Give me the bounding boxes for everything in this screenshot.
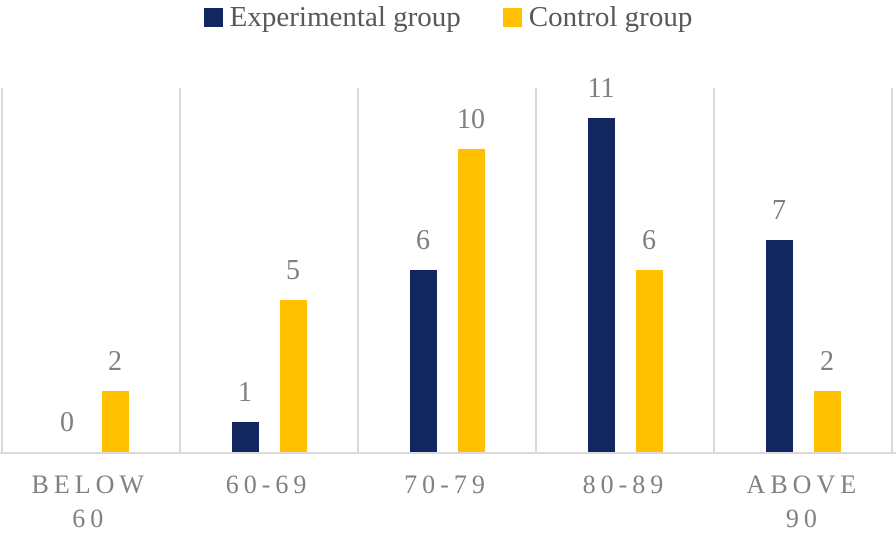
bar-group: 7 xyxy=(765,194,793,452)
bar-control-group-below-60 xyxy=(101,391,129,452)
bar-experimental-group-above-90 xyxy=(765,239,793,452)
data-label: 11 xyxy=(587,73,615,105)
bar-experimental-group-80-89 xyxy=(587,118,615,452)
data-label: 5 xyxy=(286,255,300,287)
bar-control-group-60-69 xyxy=(279,300,307,452)
x-axis-label-text: 80-89 xyxy=(582,470,669,499)
x-axis-label-text: ABOVE 90 xyxy=(746,470,862,534)
bar-group: 6 xyxy=(635,225,663,452)
x-axis-line xyxy=(0,452,896,454)
bar-group: 6 xyxy=(409,225,437,452)
x-axis-label-text: 60-69 xyxy=(225,470,312,499)
chart-legend: Experimental group Control group xyxy=(0,1,896,34)
x-axis-label-text: 70-79 xyxy=(404,470,490,499)
legend-label: Control group xyxy=(528,1,693,33)
bar-control-group-80-89 xyxy=(635,270,663,452)
legend-item-control-group: Control group xyxy=(502,1,693,34)
x-axis-label-text: BELOW 60 xyxy=(31,470,149,534)
plot-area: 0 2 1 5 6 10 11 6 7 2 xyxy=(1,75,893,452)
bar-group: 11 xyxy=(587,73,615,452)
legend-label: Experimental group xyxy=(229,1,461,33)
category-cell-80-89: 11 6 xyxy=(535,75,713,452)
legend-item-experimental-group: Experimental group xyxy=(203,1,461,34)
legend-swatch-icon xyxy=(502,8,522,28)
x-axis-label-60-69: 60-69 xyxy=(179,456,357,545)
data-label: 2 xyxy=(108,346,122,378)
bar-experimental-group-70-79 xyxy=(409,270,437,452)
x-axis-labels: BELOW 60 60-69 70-79 80-89 ABOVE 90 xyxy=(1,456,893,545)
data-label: 2 xyxy=(820,346,834,378)
bar-group: 1 xyxy=(231,376,259,452)
x-axis-label-below-60: BELOW 60 xyxy=(1,456,179,545)
data-label: 0 xyxy=(60,407,74,438)
x-axis-label-above-90: ABOVE 90 xyxy=(715,456,893,545)
bar-experimental-group-60-69 xyxy=(231,421,259,452)
legend-swatch-icon xyxy=(203,8,223,28)
bar-control-group-70-79 xyxy=(457,148,485,452)
bar-group: 2 xyxy=(813,346,841,452)
data-label: 10 xyxy=(457,103,485,135)
bar-group: 0 xyxy=(54,409,81,452)
bar-group: 2 xyxy=(101,346,129,452)
category-cell-70-79: 6 10 xyxy=(357,88,535,452)
bar-control-group-above-90 xyxy=(813,391,841,452)
x-axis-label-80-89: 80-89 xyxy=(536,456,714,545)
data-label: 6 xyxy=(642,225,656,256)
bar-group: 10 xyxy=(457,103,485,452)
data-label: 1 xyxy=(238,376,252,408)
bar-group: 5 xyxy=(279,255,307,452)
data-label: 6 xyxy=(416,225,430,256)
x-axis-label-70-79: 70-79 xyxy=(358,456,536,545)
data-label: 7 xyxy=(772,194,786,226)
